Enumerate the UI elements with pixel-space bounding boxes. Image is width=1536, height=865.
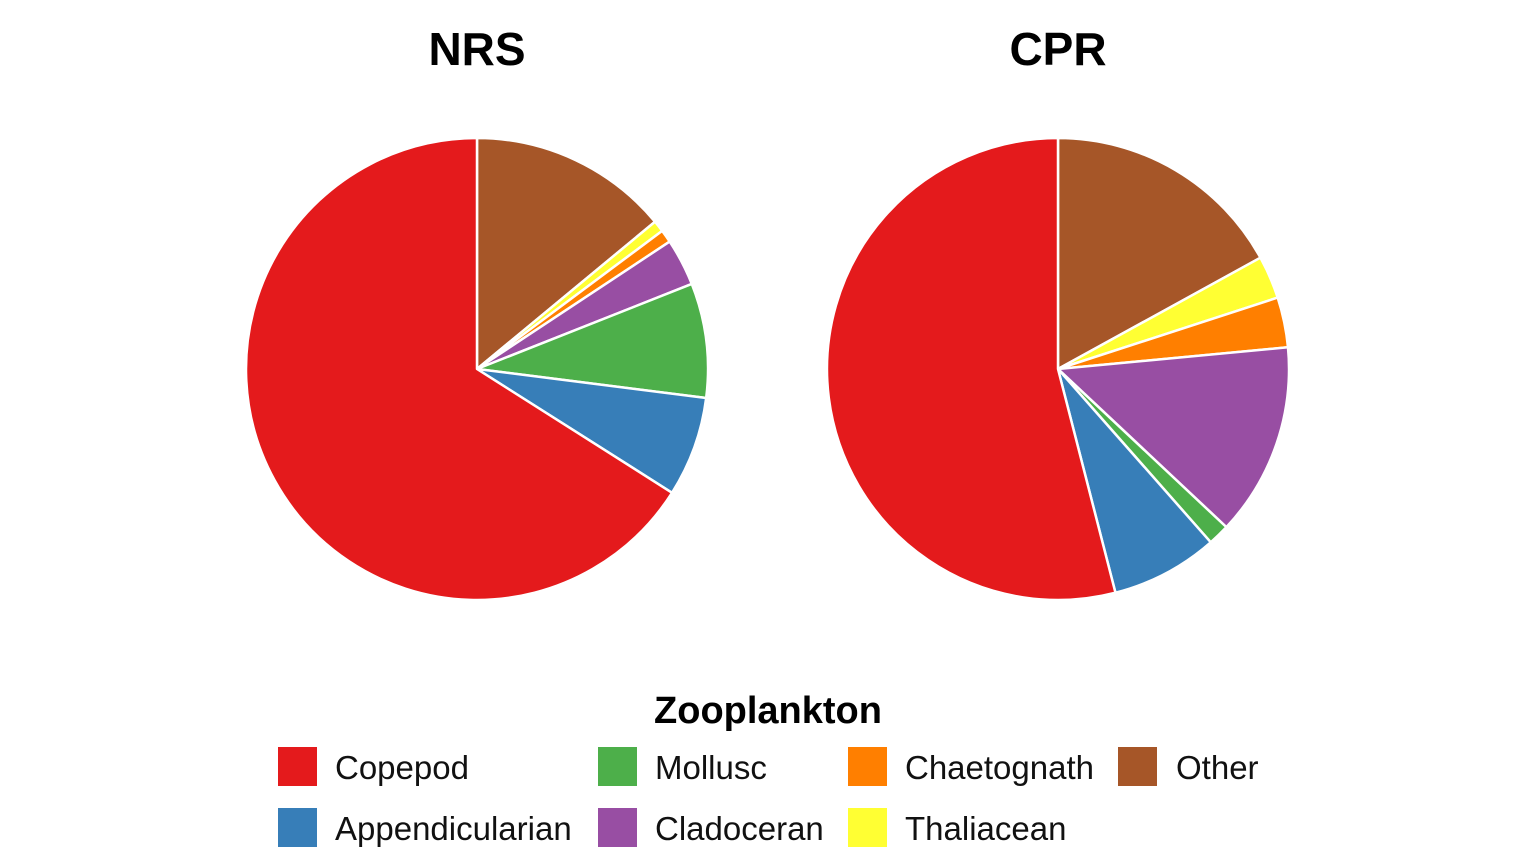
legend-label-chaetognath: Chaetognath [905, 749, 1094, 786]
pie-chart-cpr: CPR [825, 23, 1291, 602]
pie-slice-cpr-copepod [825, 136, 1117, 602]
legend-swatch-chaetognath [848, 747, 887, 786]
pie-slice-nrs-mollusc [475, 282, 710, 400]
pie-slice-cpr-other [1056, 136, 1262, 371]
legend-label-appendicularian: Appendicularian [335, 810, 572, 847]
pie-title-nrs: NRS [428, 23, 525, 75]
pie-slice-cpr-cladoceran [1056, 346, 1291, 529]
pie-slice-cpr-appendicularian [1056, 367, 1213, 594]
legend-label-other: Other [1176, 749, 1259, 786]
pie-slice-nrs-other [475, 136, 657, 371]
legend-swatch-thaliacean [848, 808, 887, 847]
pie-slice-nrs-appendicularian [475, 367, 708, 495]
legend-label-cladoceran: Cladoceran [655, 810, 824, 847]
legend-title: Zooplankton [654, 690, 882, 732]
legend-swatch-copepod [278, 747, 317, 786]
legend: Zooplankton Copepod Appendicularian Moll… [278, 690, 1259, 847]
legend-swatch-other [1118, 747, 1157, 786]
legend-swatch-appendicularian [278, 808, 317, 847]
legend-label-copepod: Copepod [335, 749, 469, 786]
legend-swatch-cladoceran [598, 808, 637, 847]
legend-label-mollusc: Mollusc [655, 749, 767, 786]
legend-label-thaliacean: Thaliacean [905, 810, 1066, 847]
pie-chart-nrs: NRS [244, 23, 710, 602]
pie-slice-nrs-copepod [244, 136, 674, 602]
legend-swatch-mollusc [598, 747, 637, 786]
pie-title-cpr: CPR [1009, 23, 1106, 75]
